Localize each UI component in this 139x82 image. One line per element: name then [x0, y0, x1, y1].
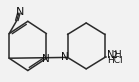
Text: N: N [42, 54, 50, 64]
Text: 2: 2 [112, 51, 117, 60]
Text: NH: NH [107, 50, 122, 60]
Text: HCl: HCl [107, 56, 123, 65]
Text: N: N [61, 52, 69, 62]
Text: N: N [16, 7, 25, 17]
